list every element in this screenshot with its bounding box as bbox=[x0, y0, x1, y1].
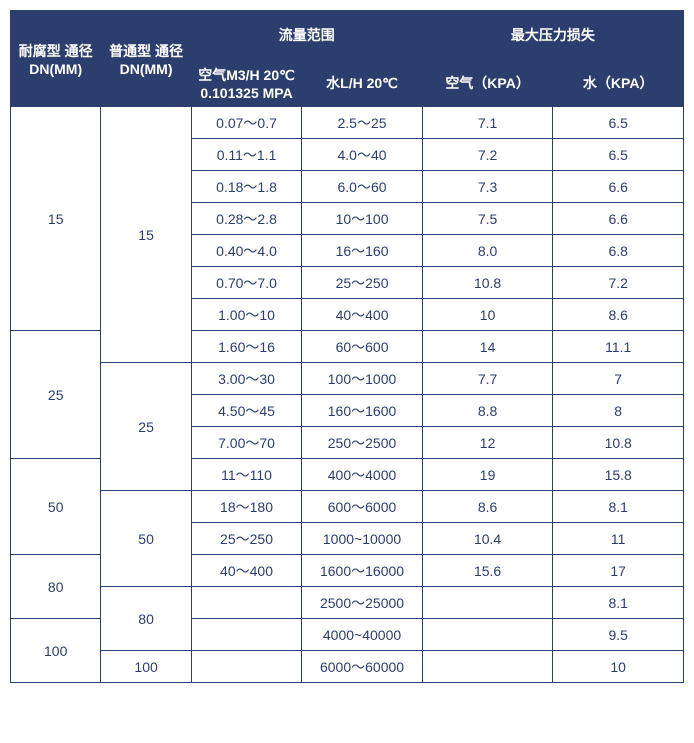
cell-water: 100～1000 bbox=[302, 363, 423, 395]
cell-water: 600～6000 bbox=[302, 491, 423, 523]
cell-air: 3.00～30 bbox=[191, 363, 301, 395]
cell-water: 2500～25000 bbox=[302, 587, 423, 619]
cell-dn-a: 25 bbox=[11, 331, 101, 459]
cell-air-loss: 14 bbox=[422, 331, 553, 363]
cell-dn-a: 15 bbox=[11, 107, 101, 331]
cell-water-loss: 10 bbox=[553, 651, 684, 683]
cell-air-loss bbox=[422, 651, 553, 683]
cell-air: 1.00～10 bbox=[191, 299, 301, 331]
cell-water: 60～600 bbox=[302, 331, 423, 363]
cell-air: 0.07～0.7 bbox=[191, 107, 301, 139]
col-header-air-loss: 空气（KPA） bbox=[422, 59, 553, 107]
cell-dn-a: 50 bbox=[11, 459, 101, 555]
cell-air: 11～110 bbox=[191, 459, 301, 491]
cell-water-loss: 9.5 bbox=[553, 619, 684, 651]
cell-water: 160～1600 bbox=[302, 395, 423, 427]
table-row: 25 3.00～30 100～1000 7.7 7 bbox=[11, 363, 684, 395]
cell-air: 0.70～7.0 bbox=[191, 267, 301, 299]
cell-water-loss: 11 bbox=[553, 523, 684, 555]
cell-air bbox=[191, 587, 301, 619]
cell-water-loss: 8 bbox=[553, 395, 684, 427]
cell-water: 10～100 bbox=[302, 203, 423, 235]
cell-air: 4.50～45 bbox=[191, 395, 301, 427]
cell-air bbox=[191, 619, 301, 651]
cell-air-loss: 8.0 bbox=[422, 235, 553, 267]
cell-water-loss: 10.8 bbox=[553, 427, 684, 459]
cell-dn-b: 100 bbox=[101, 651, 191, 683]
cell-air-loss: 8.8 bbox=[422, 395, 553, 427]
cell-air: 0.18～1.8 bbox=[191, 171, 301, 203]
cell-air-loss: 10 bbox=[422, 299, 553, 331]
cell-water-loss: 15.8 bbox=[553, 459, 684, 491]
table-row: 50 18～180 600～6000 8.6 8.1 bbox=[11, 491, 684, 523]
cell-air: 25～250 bbox=[191, 523, 301, 555]
col-group-loss: 最大压力损失 bbox=[422, 11, 683, 59]
cell-water-loss: 8.1 bbox=[553, 491, 684, 523]
cell-water: 1600～16000 bbox=[302, 555, 423, 587]
col-header-dn-corrosion: 耐腐型 通径 DN(MM) bbox=[11, 11, 101, 107]
table-row: 80 2500～25000 8.1 bbox=[11, 587, 684, 619]
cell-water-loss: 7.2 bbox=[553, 267, 684, 299]
cell-water-loss: 8.6 bbox=[553, 299, 684, 331]
spec-table: 耐腐型 通径 DN(MM) 普通型 通径 DN(MM) 流量范围 最大压力损失 … bbox=[10, 10, 684, 683]
cell-air-loss: 7.3 bbox=[422, 171, 553, 203]
col-header-dn-normal: 普通型 通径 DN(MM) bbox=[101, 11, 191, 107]
cell-air-loss bbox=[422, 619, 553, 651]
cell-air-loss bbox=[422, 587, 553, 619]
cell-air-loss: 10.8 bbox=[422, 267, 553, 299]
cell-air-loss: 7.5 bbox=[422, 203, 553, 235]
col-header-water: 水L/H 20℃ bbox=[302, 59, 423, 107]
table-row: 100 6000～60000 10 bbox=[11, 651, 684, 683]
cell-air-loss: 7.2 bbox=[422, 139, 553, 171]
table-row: 15 15 0.07～0.7 2.5～25 7.1 6.5 bbox=[11, 107, 684, 139]
cell-air-loss: 10.4 bbox=[422, 523, 553, 555]
cell-water-loss: 6.6 bbox=[553, 203, 684, 235]
cell-air-loss: 8.6 bbox=[422, 491, 553, 523]
cell-water-loss: 6.5 bbox=[553, 139, 684, 171]
cell-air: 40～400 bbox=[191, 555, 301, 587]
cell-water: 40～400 bbox=[302, 299, 423, 331]
cell-water: 4.0～40 bbox=[302, 139, 423, 171]
cell-water: 6.0～60 bbox=[302, 171, 423, 203]
cell-dn-b: 15 bbox=[101, 107, 191, 363]
cell-air-loss: 12 bbox=[422, 427, 553, 459]
cell-water: 25～250 bbox=[302, 267, 423, 299]
cell-dn-a: 80 bbox=[11, 555, 101, 619]
cell-air bbox=[191, 651, 301, 683]
cell-water: 6000～60000 bbox=[302, 651, 423, 683]
cell-air: 0.28～2.8 bbox=[191, 203, 301, 235]
cell-water-loss: 8.1 bbox=[553, 587, 684, 619]
cell-air: 0.11～1.1 bbox=[191, 139, 301, 171]
cell-dn-b: 25 bbox=[101, 363, 191, 491]
cell-dn-b: 80 bbox=[101, 587, 191, 651]
table-header: 耐腐型 通径 DN(MM) 普通型 通径 DN(MM) 流量范围 最大压力损失 … bbox=[11, 11, 684, 107]
cell-water: 1000~10000 bbox=[302, 523, 423, 555]
cell-water: 2.5～25 bbox=[302, 107, 423, 139]
cell-water-loss: 6.8 bbox=[553, 235, 684, 267]
cell-air: 1.60～16 bbox=[191, 331, 301, 363]
cell-air-loss: 19 bbox=[422, 459, 553, 491]
cell-air-loss: 15.6 bbox=[422, 555, 553, 587]
cell-water: 16～160 bbox=[302, 235, 423, 267]
cell-air-loss: 7.7 bbox=[422, 363, 553, 395]
cell-water-loss: 6.5 bbox=[553, 107, 684, 139]
cell-water-loss: 6.6 bbox=[553, 171, 684, 203]
cell-water-loss: 7 bbox=[553, 363, 684, 395]
cell-water: 250～2500 bbox=[302, 427, 423, 459]
cell-air-loss: 7.1 bbox=[422, 107, 553, 139]
col-header-water-loss: 水（KPA） bbox=[553, 59, 684, 107]
table-body: 15 15 0.07～0.7 2.5～25 7.1 6.5 0.11～1.1 4… bbox=[11, 107, 684, 683]
cell-water: 400～4000 bbox=[302, 459, 423, 491]
cell-dn-a: 100 bbox=[11, 619, 101, 683]
cell-water-loss: 17 bbox=[553, 555, 684, 587]
cell-dn-b: 50 bbox=[101, 491, 191, 587]
cell-air: 18～180 bbox=[191, 491, 301, 523]
cell-air: 7.00～70 bbox=[191, 427, 301, 459]
cell-air: 0.40～4.0 bbox=[191, 235, 301, 267]
col-group-flow: 流量范围 bbox=[191, 11, 422, 59]
cell-water: 4000~40000 bbox=[302, 619, 423, 651]
col-header-air: 空气M3/H 20℃ 0.101325 MPA bbox=[191, 59, 301, 107]
cell-water-loss: 11.1 bbox=[553, 331, 684, 363]
